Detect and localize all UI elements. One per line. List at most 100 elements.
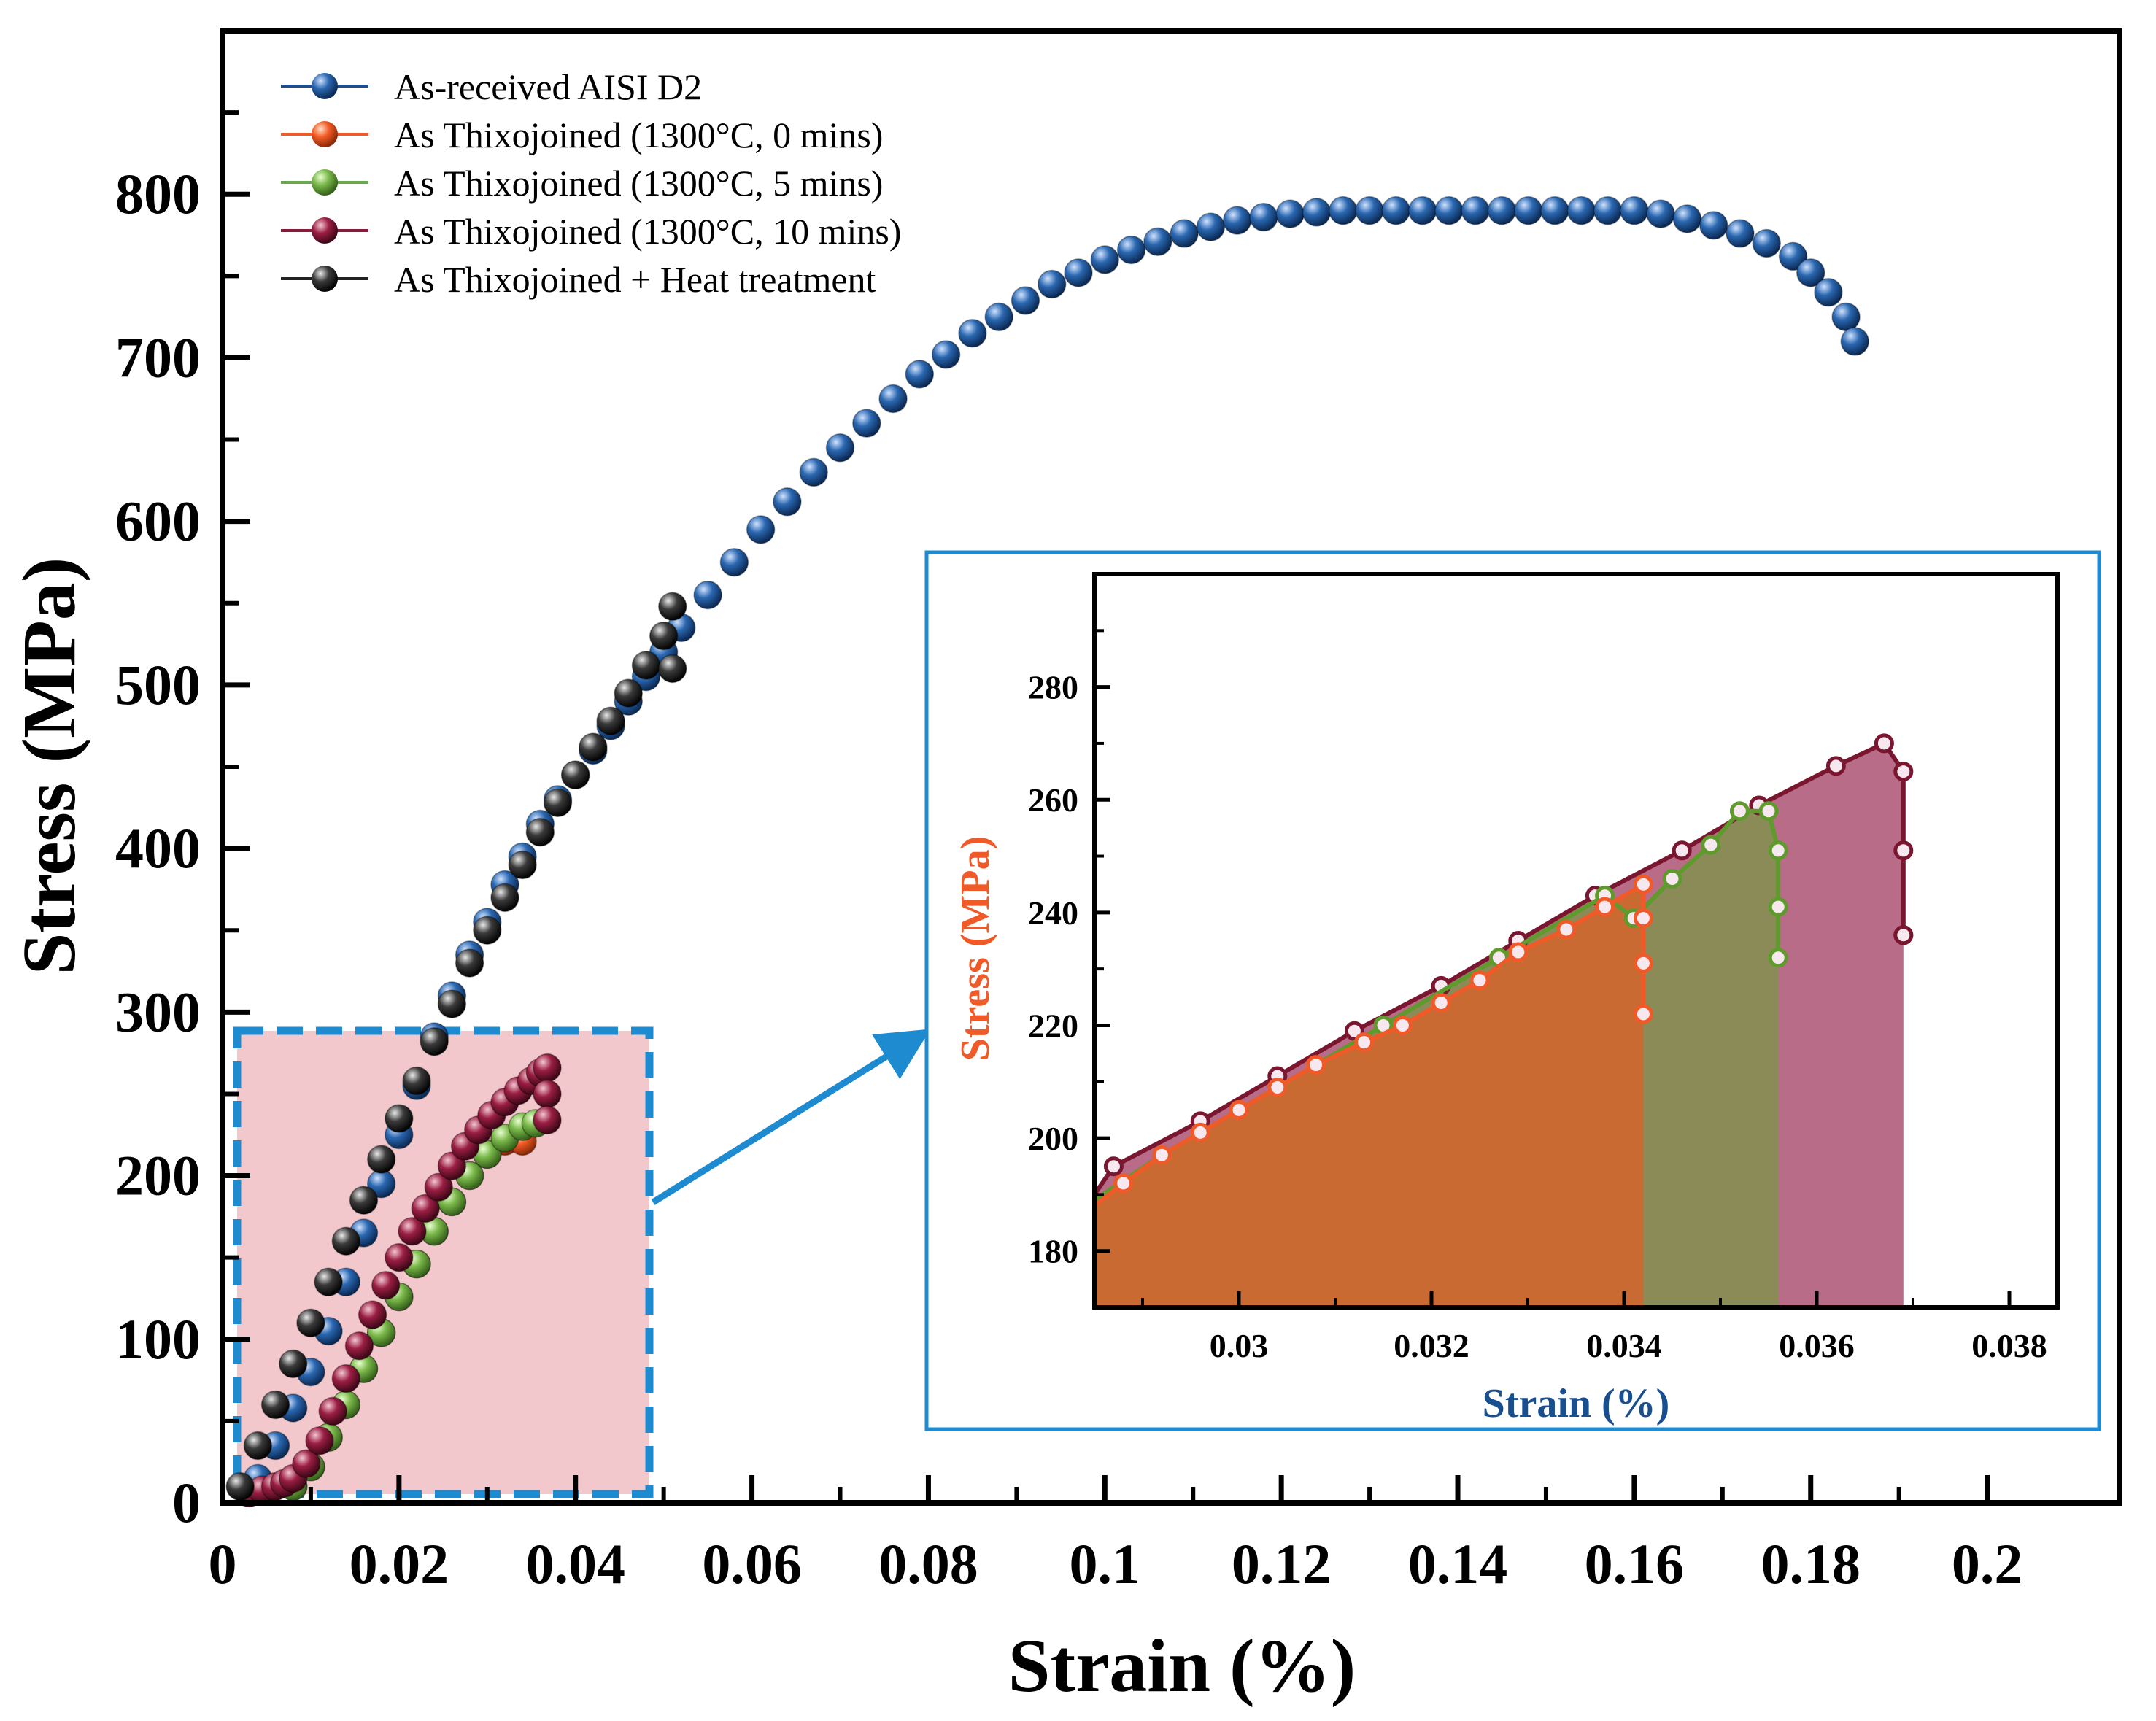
inset-data-point: [1633, 953, 1653, 973]
inset-data-point: [1768, 840, 1788, 861]
data-point: [649, 621, 679, 651]
inset-series-lines: [1092, 733, 1914, 1208]
inset-data-point: [1103, 1156, 1124, 1177]
main-y-tick-label: 500: [115, 653, 201, 716]
data-point: [1566, 196, 1596, 225]
inset-data-point: [1874, 733, 1894, 754]
main-x-tick-label: 0.18: [1761, 1532, 1861, 1596]
data-point: [596, 706, 625, 735]
inset-x-tick-label: 0.036: [1779, 1327, 1855, 1364]
data-point: [398, 1217, 427, 1246]
inset-data-point: [1633, 908, 1653, 929]
data-point: [1726, 219, 1755, 248]
zoom-region: [233, 1026, 654, 1498]
data-point: [1593, 196, 1623, 225]
legend-marker: [312, 169, 338, 196]
main-y-ticks: 0 100 200 300 400 500 600 700 800: [115, 110, 250, 1534]
legend: As-received AISI D2 As Thixojoined (1300°…: [281, 66, 901, 300]
inset-data-point: [1556, 919, 1577, 940]
data-point: [366, 1145, 396, 1174]
inset-data-point: [1893, 840, 1914, 861]
data-point: [331, 1364, 361, 1393]
inset-chart: 0.03 0.032 0.034 0.036 0.038 180 200 220 240 260…: [924, 550, 2101, 1431]
data-point: [533, 1105, 562, 1135]
data-point: [1752, 228, 1782, 258]
data-point: [420, 1026, 449, 1056]
main-y-tick-label: 700: [115, 325, 201, 389]
data-point: [1434, 196, 1464, 225]
inset-data-point: [1354, 1032, 1375, 1053]
inset-y-tick-label: 280: [1028, 669, 1078, 706]
legend-marker: [312, 217, 338, 244]
inset-y-tick-label: 260: [1028, 781, 1078, 819]
data-point: [614, 678, 644, 708]
data-point: [385, 1104, 414, 1133]
data-point: [411, 1194, 440, 1223]
inset-data-point: [1113, 1173, 1134, 1194]
data-point: [693, 580, 722, 610]
data-point: [543, 788, 573, 818]
data-point: [437, 1151, 467, 1180]
data-point: [1796, 258, 1825, 287]
inset-data-point: [1633, 1004, 1653, 1024]
series-3: [234, 1053, 562, 1508]
main-y-tick-label: 800: [115, 162, 201, 225]
data-point: [278, 1349, 308, 1379]
inset-data-point: [1267, 1078, 1288, 1097]
main-x-tick-label: 0.2: [1952, 1532, 2023, 1596]
main-x-tick-label: 0.1: [1070, 1532, 1141, 1596]
inset-data-point: [1508, 942, 1529, 962]
data-point: [1646, 199, 1675, 228]
inset-y-tick-label: 240: [1028, 894, 1078, 932]
data-point: [305, 1426, 334, 1455]
inset-y-tick-label: 220: [1028, 1007, 1078, 1044]
data-point: [579, 732, 608, 762]
data-point: [1699, 211, 1728, 240]
data-point: [225, 1471, 255, 1501]
inset-x-tick-label: 0.038: [1971, 1327, 2047, 1364]
data-point: [560, 760, 590, 789]
data-point: [1487, 196, 1517, 225]
data-point: [1064, 258, 1093, 287]
main-y-tick-label: 0: [172, 1471, 201, 1534]
data-point: [1540, 196, 1569, 225]
data-point: [243, 1431, 273, 1461]
inset-data-point: [1893, 925, 1914, 945]
data-point: [1840, 327, 1869, 356]
inset-data-point: [1595, 897, 1615, 917]
main-y-tick-label: 100: [115, 1307, 201, 1371]
main-x-tick-label: 0.06: [702, 1532, 802, 1596]
data-point: [1196, 212, 1226, 241]
data-point: [1778, 241, 1808, 271]
data-point: [296, 1308, 325, 1338]
data-point: [318, 1396, 347, 1426]
inset-x-tick-label: 0.034: [1586, 1327, 1662, 1364]
data-point: [1514, 196, 1543, 225]
inset-y-tick-label: 200: [1028, 1120, 1078, 1157]
data-point: [473, 916, 502, 945]
inset-data-point: [1151, 1145, 1172, 1165]
inset-data-point: [1768, 948, 1788, 968]
data-point: [349, 1186, 379, 1215]
data-point: [931, 340, 961, 369]
inset-x-tick-label: 0.03: [1210, 1327, 1269, 1364]
legend-marker: [312, 266, 338, 292]
zoom-arrow: [651, 1029, 931, 1205]
data-point: [958, 319, 987, 348]
data-point: [1037, 269, 1067, 299]
data-point: [719, 547, 749, 577]
data-point: [533, 1053, 562, 1083]
inset-x-tick-label: 0.032: [1394, 1327, 1469, 1364]
inset-y-ticks: 180 200 220 240 260 280: [1028, 629, 1110, 1270]
data-point: [1249, 202, 1278, 232]
data-point: [1090, 245, 1120, 274]
inset-data-point: [1768, 897, 1788, 917]
data-point: [984, 302, 1013, 332]
data-point: [905, 360, 935, 389]
main-y-tick-label: 200: [115, 1144, 201, 1207]
inset-y-axis-label: Stress (MPa): [953, 836, 998, 1061]
inset-x-ticks: 0.03 0.032 0.034 0.036 0.038: [1141, 1291, 2047, 1364]
inset-data-point: [1825, 756, 1846, 776]
data-point: [852, 409, 881, 438]
